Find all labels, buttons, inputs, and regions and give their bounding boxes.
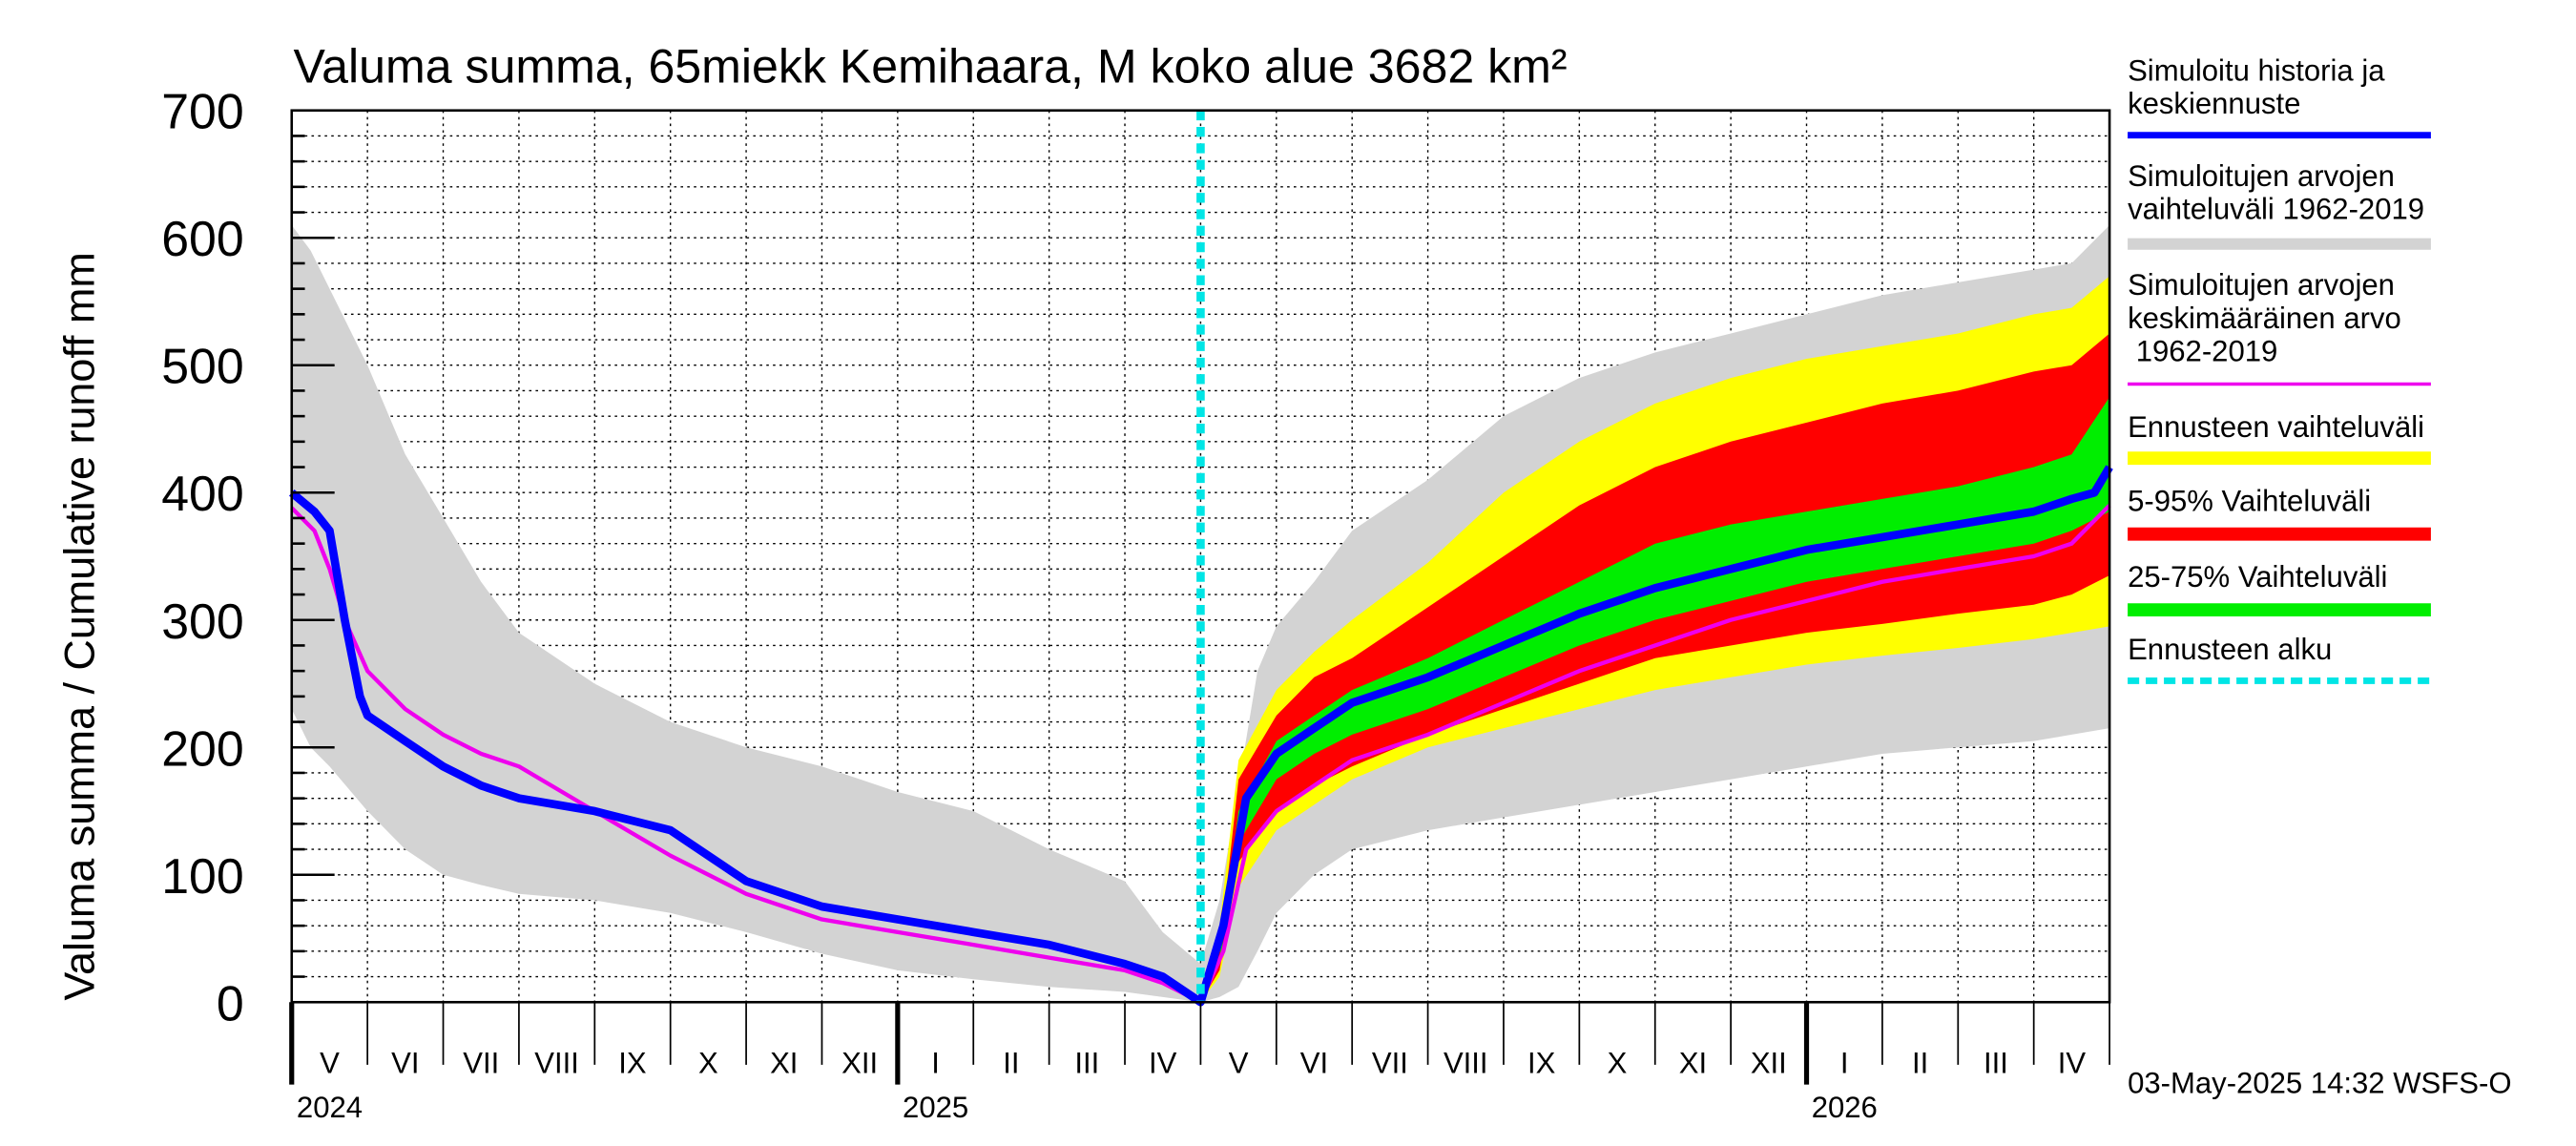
y-tick-label: 400 xyxy=(161,466,243,521)
y-tick-label: 200 xyxy=(161,720,243,776)
x-tick-label: XI xyxy=(770,1047,798,1080)
x-tick-label: VIII xyxy=(534,1047,579,1080)
legend-label-line: Simuloitu historia ja xyxy=(2128,54,2385,88)
legend-label-line: 25-75% Vaihteluväli xyxy=(2128,560,2387,594)
x-tick-label: IV xyxy=(2058,1047,2087,1080)
legend-label-line: Simuloitujen arvojen xyxy=(2128,268,2395,302)
x-tick-label: X xyxy=(1608,1047,1628,1080)
legend-label: 5-95% Vaihteluväli xyxy=(2128,484,2371,517)
x-tick-label: VI xyxy=(1300,1047,1328,1080)
x-tick-label: X xyxy=(698,1047,718,1080)
legend-label-line: vaihteluväli 1962-2019 xyxy=(2128,193,2424,226)
x-tick-label: II xyxy=(1003,1047,1019,1080)
x-tick-label: V xyxy=(320,1047,340,1080)
legend-label: 25-75% Vaihteluväli xyxy=(2128,560,2387,594)
p25-75-band xyxy=(1200,397,2110,1003)
chart-title: Valuma summa, 65miekk Kemihaara, M koko … xyxy=(293,39,1567,93)
legend-label: Ennusteen alku xyxy=(2128,633,2332,666)
legend-label-line: 1962-2019 xyxy=(2128,334,2277,367)
x-tick-label: VIII xyxy=(1444,1047,1488,1080)
mean-line xyxy=(290,504,2111,1005)
x-tick-label: III xyxy=(1074,1047,1099,1080)
legend-label-line: keskiennuste xyxy=(2128,87,2300,120)
legend-label: Simuloitu historia ja keskiennuste xyxy=(2128,54,2385,121)
x-tick-label: V xyxy=(1229,1047,1249,1080)
y-tick-label: 500 xyxy=(161,339,243,394)
x-tick-label: IX xyxy=(1527,1047,1556,1080)
legend-label-line: 5-95% Vaihteluväli xyxy=(2128,484,2371,517)
legend-item-start: Ennusteen alku xyxy=(2128,633,2431,684)
x-tick-label: IX xyxy=(618,1047,647,1080)
x-tick-label: VII xyxy=(463,1047,499,1080)
legend-item-minmax: Simuloitujen arvojen vaihteluväli 1962-20… xyxy=(2128,159,2431,250)
year-label: 2024 xyxy=(297,1091,363,1124)
timestamp-label: 03-May-2025 14:32 WSFS-O xyxy=(2128,1066,2511,1099)
x-tick-label: II xyxy=(1912,1047,1928,1080)
x-tick-label: I xyxy=(1840,1047,1849,1080)
y-tick-label: 300 xyxy=(161,594,243,649)
x-tick-label: VI xyxy=(391,1047,419,1080)
legend-item-mean: Simuloitujen arvojen keskimääräinen arvo … xyxy=(2128,268,2431,386)
y-tick-label: 100 xyxy=(161,848,243,904)
x-tick-label: I xyxy=(931,1047,940,1080)
legend-item-forecast_range: Ennusteen vaihteluväli xyxy=(2128,410,2431,466)
legend-label: Simuloitujen arvojen vaihteluväli 1962-20… xyxy=(2128,159,2424,226)
y-tick-label: 600 xyxy=(161,211,243,266)
y-axis-label: Valuma summa / Cumulative runoff mm xyxy=(54,252,103,1000)
legend-label: Simuloitujen arvojen keskimääräinen arvo … xyxy=(2128,268,2401,367)
y-tick-label: 700 xyxy=(161,84,243,139)
history-line xyxy=(288,465,2113,1007)
x-tick-label: XII xyxy=(1751,1047,1787,1080)
legend: Simuloitu historia ja keskiennusteSimuloi… xyxy=(2128,54,2431,684)
legend-label-line: Ennusteen alku xyxy=(2128,633,2332,666)
x-tick-label: XII xyxy=(841,1047,878,1080)
year-label: 2025 xyxy=(903,1091,968,1124)
x-tick-label: VII xyxy=(1372,1047,1408,1080)
legend-label-line: Simuloitujen arvojen xyxy=(2128,159,2395,193)
legend-label-line: Ennusteen vaihteluväli xyxy=(2128,410,2424,444)
x-tick-label: XI xyxy=(1679,1047,1707,1080)
x-tick-label: IV xyxy=(1149,1047,1177,1080)
year-label: 2026 xyxy=(1812,1091,1878,1124)
legend-item-history: Simuloitu historia ja keskiennuste xyxy=(2128,54,2431,139)
x-tick-label: III xyxy=(1984,1047,2008,1080)
legend-label-line: keskimääräinen arvo xyxy=(2128,302,2401,335)
legend-item-p5_95: 5-95% Vaihteluväli xyxy=(2128,484,2431,541)
legend-label: Ennusteen vaihteluväli xyxy=(2128,410,2424,444)
y-tick-label: 0 xyxy=(217,975,244,1031)
legend-item-p25_75: 25-75% Vaihteluväli xyxy=(2128,560,2431,617)
